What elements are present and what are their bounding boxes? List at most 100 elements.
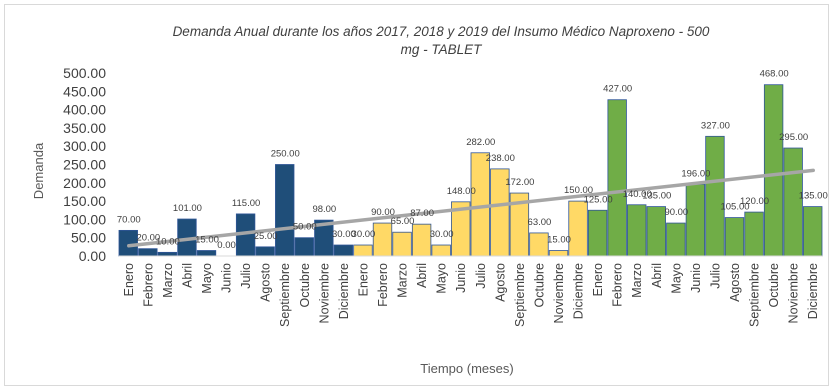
data-label: 250.00	[271, 149, 300, 160]
bar	[118, 229, 138, 257]
bar	[666, 222, 686, 257]
data-label: 0.00	[217, 240, 236, 251]
x-tick-label: Abril	[180, 263, 194, 288]
x-tick-label: Octubre	[767, 263, 781, 308]
x-tick-label: Noviembre	[787, 263, 801, 323]
y-tick-label: 150.00	[63, 193, 106, 209]
data-label: 140.00	[623, 189, 652, 200]
data-label: 105.00	[720, 202, 749, 213]
x-tick-label: Junio	[220, 263, 234, 293]
bar	[138, 248, 158, 257]
bar	[724, 217, 745, 257]
x-tick-label: Diciembre	[337, 263, 351, 319]
chart-frame: Demanda Anual durante los años 2017, 201…	[4, 4, 829, 386]
bar	[392, 231, 412, 257]
y-tick-label: 0.00	[79, 248, 106, 264]
data-label: 115.00	[232, 198, 260, 209]
y-tick-label: 450.00	[63, 83, 106, 99]
x-tick-label: Mayo	[435, 263, 449, 294]
x-tick-label: Febrero	[611, 263, 625, 307]
data-label: 87.00	[410, 208, 434, 219]
x-tick-label: Mayo	[200, 263, 214, 294]
bar	[255, 246, 275, 257]
bar-chart: Demanda Anual durante los años 2017, 201…	[31, 24, 828, 376]
x-axis-ticks: Enero Febrero Marzo Abril Mayo Junio Julio Agos…	[122, 263, 820, 327]
x-tick-label: Marzo	[161, 263, 175, 298]
x-tick-label: Mayo	[669, 263, 683, 294]
x-tick-label: Octubre	[532, 263, 546, 308]
x-tick-label: Agosto	[493, 263, 507, 302]
x-tick-label: Septiembre	[278, 263, 292, 327]
x-tick-label: Octubre	[298, 263, 312, 308]
data-labels: 70.0020.0010.00101.0015.000.00115.0025.0…	[117, 69, 828, 251]
bar	[627, 204, 647, 257]
y-tick-label: 200.00	[63, 175, 106, 191]
data-label: 282.00	[466, 137, 495, 148]
bar	[333, 244, 354, 257]
data-label: 98.00	[312, 204, 336, 215]
chart-title-line-2: mg - TABLET	[401, 42, 484, 57]
y-axis-label: Demanda	[31, 142, 46, 199]
bar	[705, 135, 725, 257]
bar	[529, 232, 549, 257]
y-axis-ticks: 0.00 50.00 100.00 150.00 200.00 250.00 300.00 3…	[63, 65, 106, 264]
data-label: 30.00	[332, 229, 356, 240]
bar	[353, 244, 373, 257]
x-tick-label: Noviembre	[317, 263, 331, 323]
data-label: 148.00	[447, 186, 476, 197]
bar	[587, 209, 608, 257]
bar	[783, 147, 803, 257]
x-tick-label: Marzo	[396, 263, 410, 298]
data-label: 196.00	[681, 168, 710, 179]
bar	[470, 152, 490, 257]
bar	[685, 183, 706, 257]
bar	[196, 250, 217, 257]
data-label: 30.00	[430, 229, 454, 240]
data-label: 120.00	[740, 196, 769, 207]
bar	[431, 244, 451, 257]
bar	[275, 164, 295, 257]
y-tick-label: 250.00	[63, 157, 106, 173]
data-label: 63.00	[528, 217, 552, 228]
bar	[646, 206, 666, 257]
data-label: 70.00	[117, 214, 141, 225]
data-label: 327.00	[701, 120, 730, 131]
data-label: 295.00	[779, 132, 808, 143]
data-label: 30.00	[352, 229, 376, 240]
bar	[294, 237, 314, 257]
x-tick-label: Diciembre	[572, 263, 586, 319]
chart-title-line-1: Demanda Anual durante los años 2017, 201…	[173, 24, 710, 39]
bar	[744, 211, 764, 257]
x-tick-label: Enero	[122, 263, 136, 296]
data-label: 90.00	[371, 207, 395, 218]
data-label: 150.00	[564, 185, 593, 196]
x-tick-label: Marzo	[630, 263, 644, 298]
x-axis-label: Tiempo (meses)	[420, 361, 513, 376]
bar	[607, 99, 627, 257]
bar	[548, 250, 569, 257]
data-label: 135.00	[799, 191, 828, 202]
y-tick-label: 350.00	[63, 120, 106, 136]
bar	[157, 251, 178, 257]
data-label: 15.00	[195, 235, 219, 246]
data-label: 65.00	[391, 216, 415, 227]
data-label: 427.00	[603, 84, 632, 95]
x-tick-label: Agosto	[728, 263, 742, 302]
data-label: 20.00	[136, 233, 160, 244]
bar	[763, 84, 784, 257]
y-tick-label: 400.00	[63, 102, 106, 118]
y-tick-label: 500.00	[63, 65, 106, 81]
x-tick-label: Julio	[239, 263, 253, 289]
x-tick-label: Abril	[650, 263, 664, 288]
bar	[568, 200, 588, 257]
data-label: 101.00	[173, 203, 202, 214]
bar	[803, 206, 823, 257]
x-tick-label: Enero	[356, 263, 370, 296]
data-label: 50.00	[293, 222, 317, 233]
x-tick-label: Junio	[689, 263, 703, 293]
x-tick-label: Abril	[415, 263, 429, 288]
x-tick-label: Noviembre	[552, 263, 566, 323]
x-tick-label: Agosto	[259, 263, 273, 302]
bar	[411, 223, 432, 257]
x-tick-label: Enero	[591, 263, 605, 296]
